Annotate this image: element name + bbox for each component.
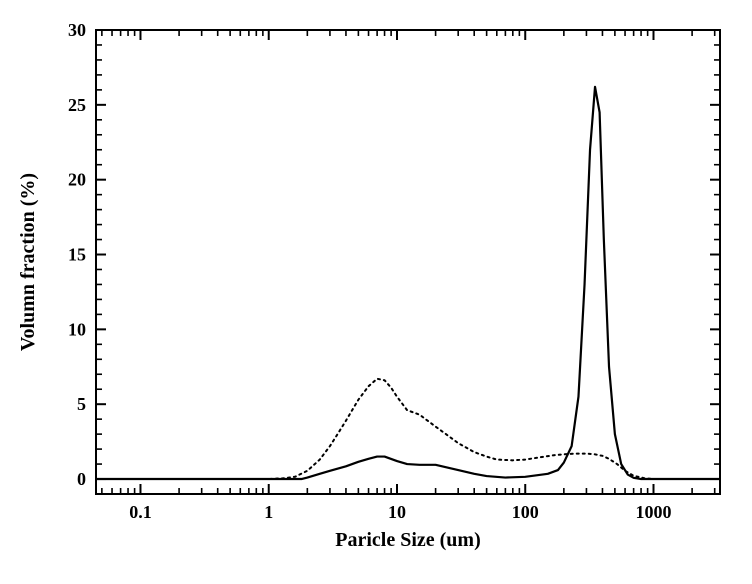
y-tick-label: 30 — [68, 20, 86, 40]
y-tick-label: 20 — [68, 170, 86, 190]
x-tick-label: 10 — [388, 502, 406, 522]
particle-size-chart: 0.1 1 10 100 1000 0 5 10 15 20 25 30 Paricle Size (u… — [0, 0, 752, 584]
y-tick-label: 15 — [68, 245, 86, 265]
y-axis-label: Volumn fraction (%) — [17, 173, 39, 351]
x-tick-label: 1000 — [635, 502, 671, 522]
y-tick-label: 10 — [68, 319, 86, 339]
chart-container: 0.1 1 10 100 1000 0 5 10 15 20 25 30 Paricle Size (u… — [0, 0, 752, 584]
y-tick-label: 5 — [77, 394, 86, 414]
y-tick-label: 0 — [77, 469, 86, 489]
x-tick-label: 0.1 — [129, 502, 152, 522]
x-axis-label: Paricle Size (um) — [335, 529, 481, 551]
x-tick-label: 100 — [512, 502, 539, 522]
chart-background — [0, 0, 752, 584]
y-tick-label: 25 — [68, 95, 86, 115]
x-tick-label: 1 — [264, 502, 273, 522]
